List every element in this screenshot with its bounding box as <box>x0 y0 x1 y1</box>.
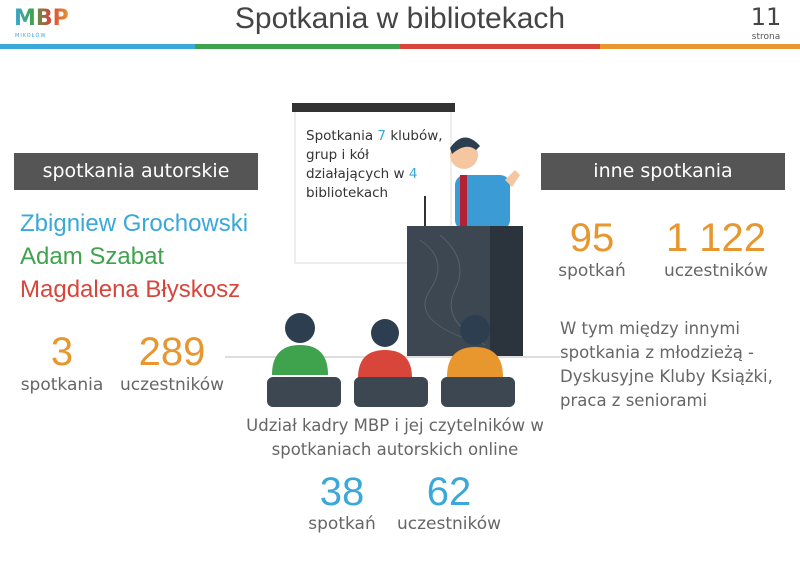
author-name: Magdalena Błyskosz <box>20 276 241 303</box>
number: 4 <box>408 166 418 182</box>
page-title: Spotkania w bibliotekach <box>234 2 566 35</box>
header-bar <box>195 44 400 49</box>
note: W tym między innymi spotkania z młodzież… <box>560 319 773 410</box>
board-text: Spotkania 7 klubów, grup i kół działając… <box>306 127 451 203</box>
stat-number: 38 <box>319 470 365 514</box>
online-text: Udział kadry MBP i jej czytelników w spo… <box>246 416 544 459</box>
stat-number: 95 <box>569 216 615 260</box>
header-bar <box>400 44 600 49</box>
stat-label: uczestników <box>663 261 769 281</box>
text: klubów, grup i kół działających w <box>306 128 443 182</box>
page-label: strona <box>751 32 781 42</box>
page-number: 11 <box>750 3 782 31</box>
author-name: Adam Szabat <box>20 243 165 270</box>
logo-subtitle: MIKOŁÓW <box>15 33 47 39</box>
stat-label: spotkania <box>20 375 104 395</box>
stat-number: 1 122 <box>665 216 767 260</box>
stat-label: spotkań <box>308 514 376 534</box>
stat-label: spotkań <box>558 261 626 281</box>
logo: MBP <box>14 6 69 31</box>
stat-number: 62 <box>426 470 472 514</box>
section-heading: inne spotkania <box>541 153 785 190</box>
author-name: Zbigniew Grochowski <box>20 210 249 237</box>
stat-number: 289 <box>138 330 206 374</box>
stat-label: uczestników <box>396 514 502 534</box>
number: 7 <box>377 128 387 144</box>
header-bar <box>600 44 800 49</box>
text: bibliotekach <box>306 185 389 201</box>
section-heading: spotkania autorskie <box>14 153 258 190</box>
stat-label: uczestników <box>119 375 225 395</box>
text: Spotkania <box>306 128 374 144</box>
header-bar <box>0 44 195 49</box>
stat-number: 3 <box>50 330 74 374</box>
